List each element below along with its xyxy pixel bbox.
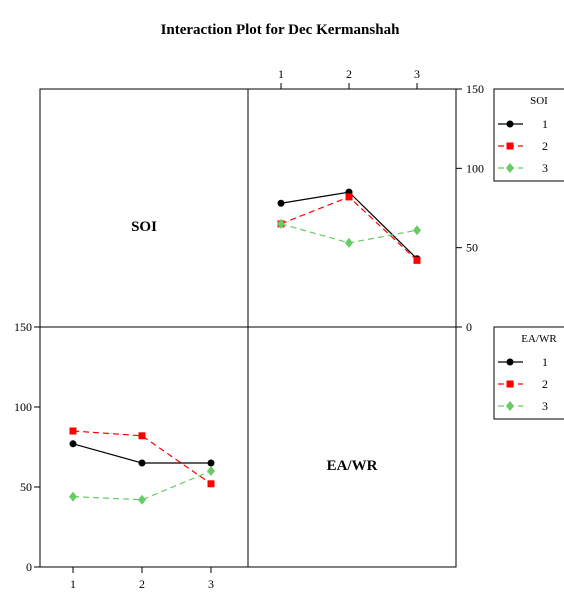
legend-label: 1 [542,355,548,369]
legend-marker [506,142,514,150]
y-tick-label: 0 [26,560,32,574]
legend-title: EA/WR [521,333,557,345]
series-line-2 [72,430,212,485]
y-tick-label: 0 [466,320,472,334]
legend-label: 2 [542,377,548,391]
y-tick-label: 50 [466,241,478,255]
legend-marker [506,120,514,128]
series-line-1 [280,191,418,260]
data-point [69,491,77,502]
x-tick-label: 2 [346,67,352,81]
x-tick-label: 2 [139,577,145,591]
data-point [413,256,421,264]
x-tick-label: 3 [414,67,420,81]
data-point [345,237,353,248]
y-tick-label: 50 [20,480,32,494]
data-point [69,427,77,435]
data-point [277,218,285,229]
data-point [138,494,146,505]
legend-marker [506,380,514,388]
data-point [138,432,146,440]
x-tick-label: 3 [208,577,214,591]
legend-box [493,326,564,420]
legend-marker [506,163,514,173]
legend-label: 3 [542,399,548,413]
series-line-2 [280,196,418,261]
y-tick-label: 150 [466,82,484,96]
chart-marks: 0 50 100 150 1 2 3 SOI 1 2 3 0 50 100 150 1 2 3 EA/WR 1 2 3 [14,67,564,591]
legend-label: 3 [542,161,548,175]
data-point [69,440,77,448]
data-point [138,459,146,467]
data-point [207,466,215,476]
y-tick-label: 100 [466,161,484,175]
legend-box [493,88,564,182]
diagonal-label-soi: SOI [131,219,157,235]
y-tick-label: 150 [14,320,32,334]
x-tick-label: 1 [70,577,76,591]
data-point [277,199,285,207]
legend-marker [506,358,514,366]
chart-title: Interaction Plot for Dec Kermanshah [161,22,401,38]
y-tick-label: 100 [14,400,32,414]
series-line-3 [72,470,212,501]
data-point [207,459,215,467]
legend-label: 2 [542,139,548,153]
legend-title: SOI [530,95,548,107]
x-tick-label: 1 [278,67,284,81]
legend-marker [506,401,514,411]
data-point [413,225,421,236]
diagonal-label-ea-wr: EA/WR [327,458,378,474]
data-point [345,193,353,201]
data-point [207,480,215,488]
legend-label: 1 [542,117,548,131]
